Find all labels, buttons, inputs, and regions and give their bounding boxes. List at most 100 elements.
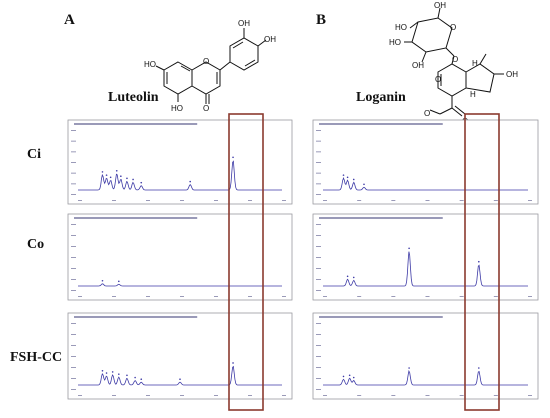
- y-tick: [316, 356, 321, 357]
- peak-marker: [478, 260, 480, 263]
- y-tick: [71, 356, 76, 357]
- peak-marker: [346, 176, 349, 179]
- y-tick: [316, 257, 321, 258]
- x-tick: [528, 395, 532, 396]
- x-tick: [78, 200, 82, 201]
- loganin-atom-o-ester: O: [424, 109, 430, 118]
- y-tick: [71, 235, 76, 236]
- x-tick: [528, 296, 532, 297]
- x-tick: [425, 200, 430, 201]
- y-tick: [71, 268, 76, 269]
- luteolin-o-carbonyl: O: [203, 104, 209, 113]
- y-tick: [71, 140, 76, 142]
- chromatogram-trace-b-co: [323, 251, 528, 287]
- x-tick: [528, 200, 532, 201]
- y-tick: [316, 224, 321, 225]
- instrument-header: [319, 316, 443, 318]
- x-tick: [357, 296, 362, 297]
- chromatogram-frame-a-fsh-cc: [67, 312, 293, 400]
- peak-marker: [352, 276, 355, 279]
- peak-marker: [126, 374, 128, 377]
- peak-marker: [120, 175, 122, 177]
- x-tick: [180, 200, 184, 201]
- chromatogram-trace-b-fsh-cc: [323, 369, 528, 386]
- y-tick: [71, 162, 76, 163]
- y-tick: [71, 323, 76, 324]
- chromatogram-frame-b-ci: [312, 119, 539, 205]
- peak-marker: [111, 371, 114, 373]
- y-tick: [71, 172, 76, 174]
- x-tick: [459, 296, 464, 297]
- peak-marker: [101, 279, 104, 282]
- loganin-atom-h-2: H: [470, 90, 476, 99]
- chromatogram-trace-a-ci: [78, 160, 282, 191]
- peak-marker: [352, 376, 355, 379]
- x-tick: [459, 395, 464, 396]
- panel-letter-b: B: [316, 12, 326, 28]
- instrument-header: [74, 123, 198, 125]
- y-tick: [316, 279, 321, 280]
- luteolin-o-ring: O: [203, 57, 209, 66]
- luteolin-structure: OH OH HO O HO O: [144, 19, 276, 113]
- loganin-atom-ho-left: HO: [395, 23, 407, 32]
- instrument-header: [74, 217, 198, 219]
- luteolin-oh-top: OH: [238, 19, 250, 28]
- y-tick: [71, 183, 76, 185]
- chromatogram-frame-a-ci: [67, 119, 293, 205]
- peak-marker: [101, 370, 104, 372]
- y-tick: [71, 224, 76, 225]
- x-tick: [459, 200, 464, 201]
- x-tick: [180, 395, 184, 396]
- luteolin-ring-b: [229, 37, 259, 71]
- x-tick: [78, 395, 82, 396]
- x-tick: [425, 395, 430, 396]
- row-label-co: Co: [27, 237, 44, 252]
- y-tick: [71, 194, 76, 195]
- peak-marker: [118, 373, 120, 375]
- peak-marker: [478, 367, 480, 369]
- y-tick: [316, 389, 321, 390]
- x-tick: [282, 200, 286, 201]
- x-tick: [425, 296, 430, 297]
- peak-marker: [408, 367, 410, 369]
- y-tick: [71, 367, 76, 368]
- loganin-atom-o-ring: O: [450, 23, 456, 32]
- y-tick: [71, 130, 76, 131]
- row-label-ci: Ci: [27, 147, 41, 162]
- peak-marker: [109, 176, 112, 179]
- peak-marker: [118, 280, 120, 283]
- peak-marker: [363, 183, 365, 186]
- row-label-fsh-cc: FSH-CC: [10, 350, 62, 365]
- y-tick: [316, 345, 321, 346]
- peak-marker: [232, 362, 234, 364]
- peak-marker: [189, 180, 191, 183]
- y-tick: [71, 151, 76, 153]
- peak-marker: [348, 374, 351, 377]
- instrument-header: [319, 123, 443, 125]
- y-tick: [316, 194, 321, 195]
- y-tick: [316, 235, 321, 236]
- x-tick: [146, 200, 150, 201]
- luteolin-ring-c: [191, 61, 221, 95]
- chromatogram-frame-b-fsh-cc: [312, 312, 539, 400]
- chromatogram-frame-b-co: [312, 213, 539, 301]
- peak-marker: [134, 376, 136, 379]
- peak-marker: [232, 156, 234, 159]
- x-tick: [493, 200, 498, 201]
- x-tick: [248, 296, 252, 297]
- loganin-atom-ho-mid: HO: [389, 38, 401, 47]
- y-tick: [316, 162, 321, 163]
- x-tick: [357, 200, 362, 201]
- instrument-header: [319, 217, 443, 219]
- x-tick: [282, 296, 286, 297]
- y-tick: [316, 323, 321, 324]
- x-tick: [323, 395, 327, 396]
- instrument-header: [74, 316, 198, 318]
- x-tick: [323, 200, 327, 201]
- loganin-atom-oh-low: OH: [412, 61, 424, 70]
- loganin-atom-o-glyc: O: [452, 55, 458, 64]
- x-tick: [248, 200, 252, 201]
- peak-marker: [101, 171, 104, 173]
- x-tick: [248, 395, 252, 396]
